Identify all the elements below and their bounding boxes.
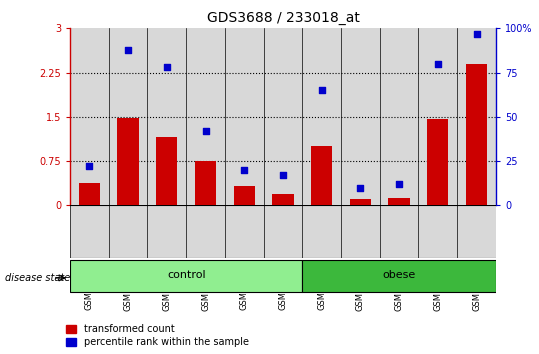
Point bbox=[124, 47, 133, 52]
Bar bbox=[389, 198, 410, 205]
FancyBboxPatch shape bbox=[70, 260, 302, 292]
Bar bbox=[156, 137, 177, 205]
Bar bbox=[195, 161, 216, 205]
Bar bbox=[350, 199, 371, 205]
Text: control: control bbox=[167, 270, 205, 280]
Text: disease state: disease state bbox=[5, 273, 71, 283]
Bar bbox=[118, 118, 139, 205]
Point bbox=[433, 61, 442, 67]
Point bbox=[240, 167, 248, 173]
Bar bbox=[311, 146, 333, 205]
Bar bbox=[427, 119, 448, 205]
Point bbox=[395, 181, 403, 187]
Point bbox=[472, 31, 481, 36]
Point bbox=[163, 64, 171, 70]
FancyBboxPatch shape bbox=[302, 260, 496, 292]
Title: GDS3688 / 233018_at: GDS3688 / 233018_at bbox=[206, 11, 360, 24]
Point bbox=[317, 87, 326, 93]
Bar bbox=[466, 64, 487, 205]
Bar bbox=[233, 186, 255, 205]
Bar bbox=[79, 183, 100, 205]
Bar bbox=[272, 194, 294, 205]
Text: obese: obese bbox=[383, 270, 416, 280]
Point bbox=[201, 128, 210, 134]
Point bbox=[356, 185, 365, 190]
Point bbox=[85, 164, 94, 169]
Point bbox=[279, 172, 287, 178]
Legend: transformed count, percentile rank within the sample: transformed count, percentile rank withi… bbox=[64, 322, 251, 349]
